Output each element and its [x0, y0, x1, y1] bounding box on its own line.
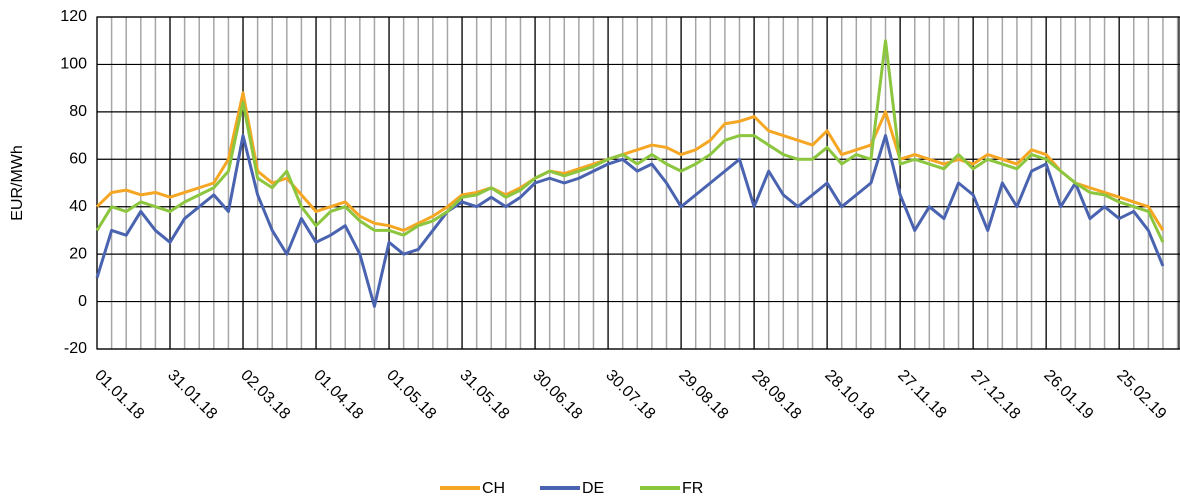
data-line — [95, 39, 1165, 243]
y-tick-label: 20 — [69, 245, 87, 262]
x-tick-label: 01.05.18 — [383, 367, 439, 423]
x-tick-label: 28.10.18 — [821, 367, 877, 423]
x-tick-label: 26.01.19 — [1040, 367, 1096, 423]
x-tick-label: 30.07.18 — [602, 367, 658, 423]
x-tick-label: 02.03.18 — [237, 367, 293, 423]
x-tick-label: 28.09.18 — [748, 367, 804, 423]
x-tick-label: 27.12.18 — [967, 367, 1023, 423]
legend-label: CH — [482, 480, 505, 497]
y-axis-label: EUR/MWh — [9, 145, 26, 221]
y-tick-label: 100 — [60, 56, 87, 73]
x-tick-label: 31.05.18 — [456, 367, 512, 423]
y-tick-label: 40 — [69, 198, 87, 215]
x-tick-label: 25.02.19 — [1113, 367, 1169, 423]
x-tick-label: 01.01.18 — [91, 367, 147, 423]
legend-label: DE — [582, 480, 604, 497]
data-line — [95, 134, 1165, 308]
y-tick-label: 0 — [78, 293, 87, 310]
x-tick-label: 31.01.18 — [164, 367, 220, 423]
y-tick-label: 80 — [69, 103, 87, 120]
y-tick-label: -20 — [64, 340, 87, 357]
x-tick-label: 27.11.18 — [894, 367, 949, 422]
x-tick-label: 29.08.18 — [675, 367, 731, 423]
x-tick-label: 01.04.18 — [310, 367, 366, 423]
y-tick-label: 120 — [60, 8, 87, 25]
x-tick-label: 30.06.18 — [529, 367, 585, 423]
data-line — [95, 91, 1165, 232]
y-tick-label: 60 — [69, 151, 87, 168]
plot-border — [96, 16, 1180, 350]
legend-label: FR — [682, 480, 703, 497]
